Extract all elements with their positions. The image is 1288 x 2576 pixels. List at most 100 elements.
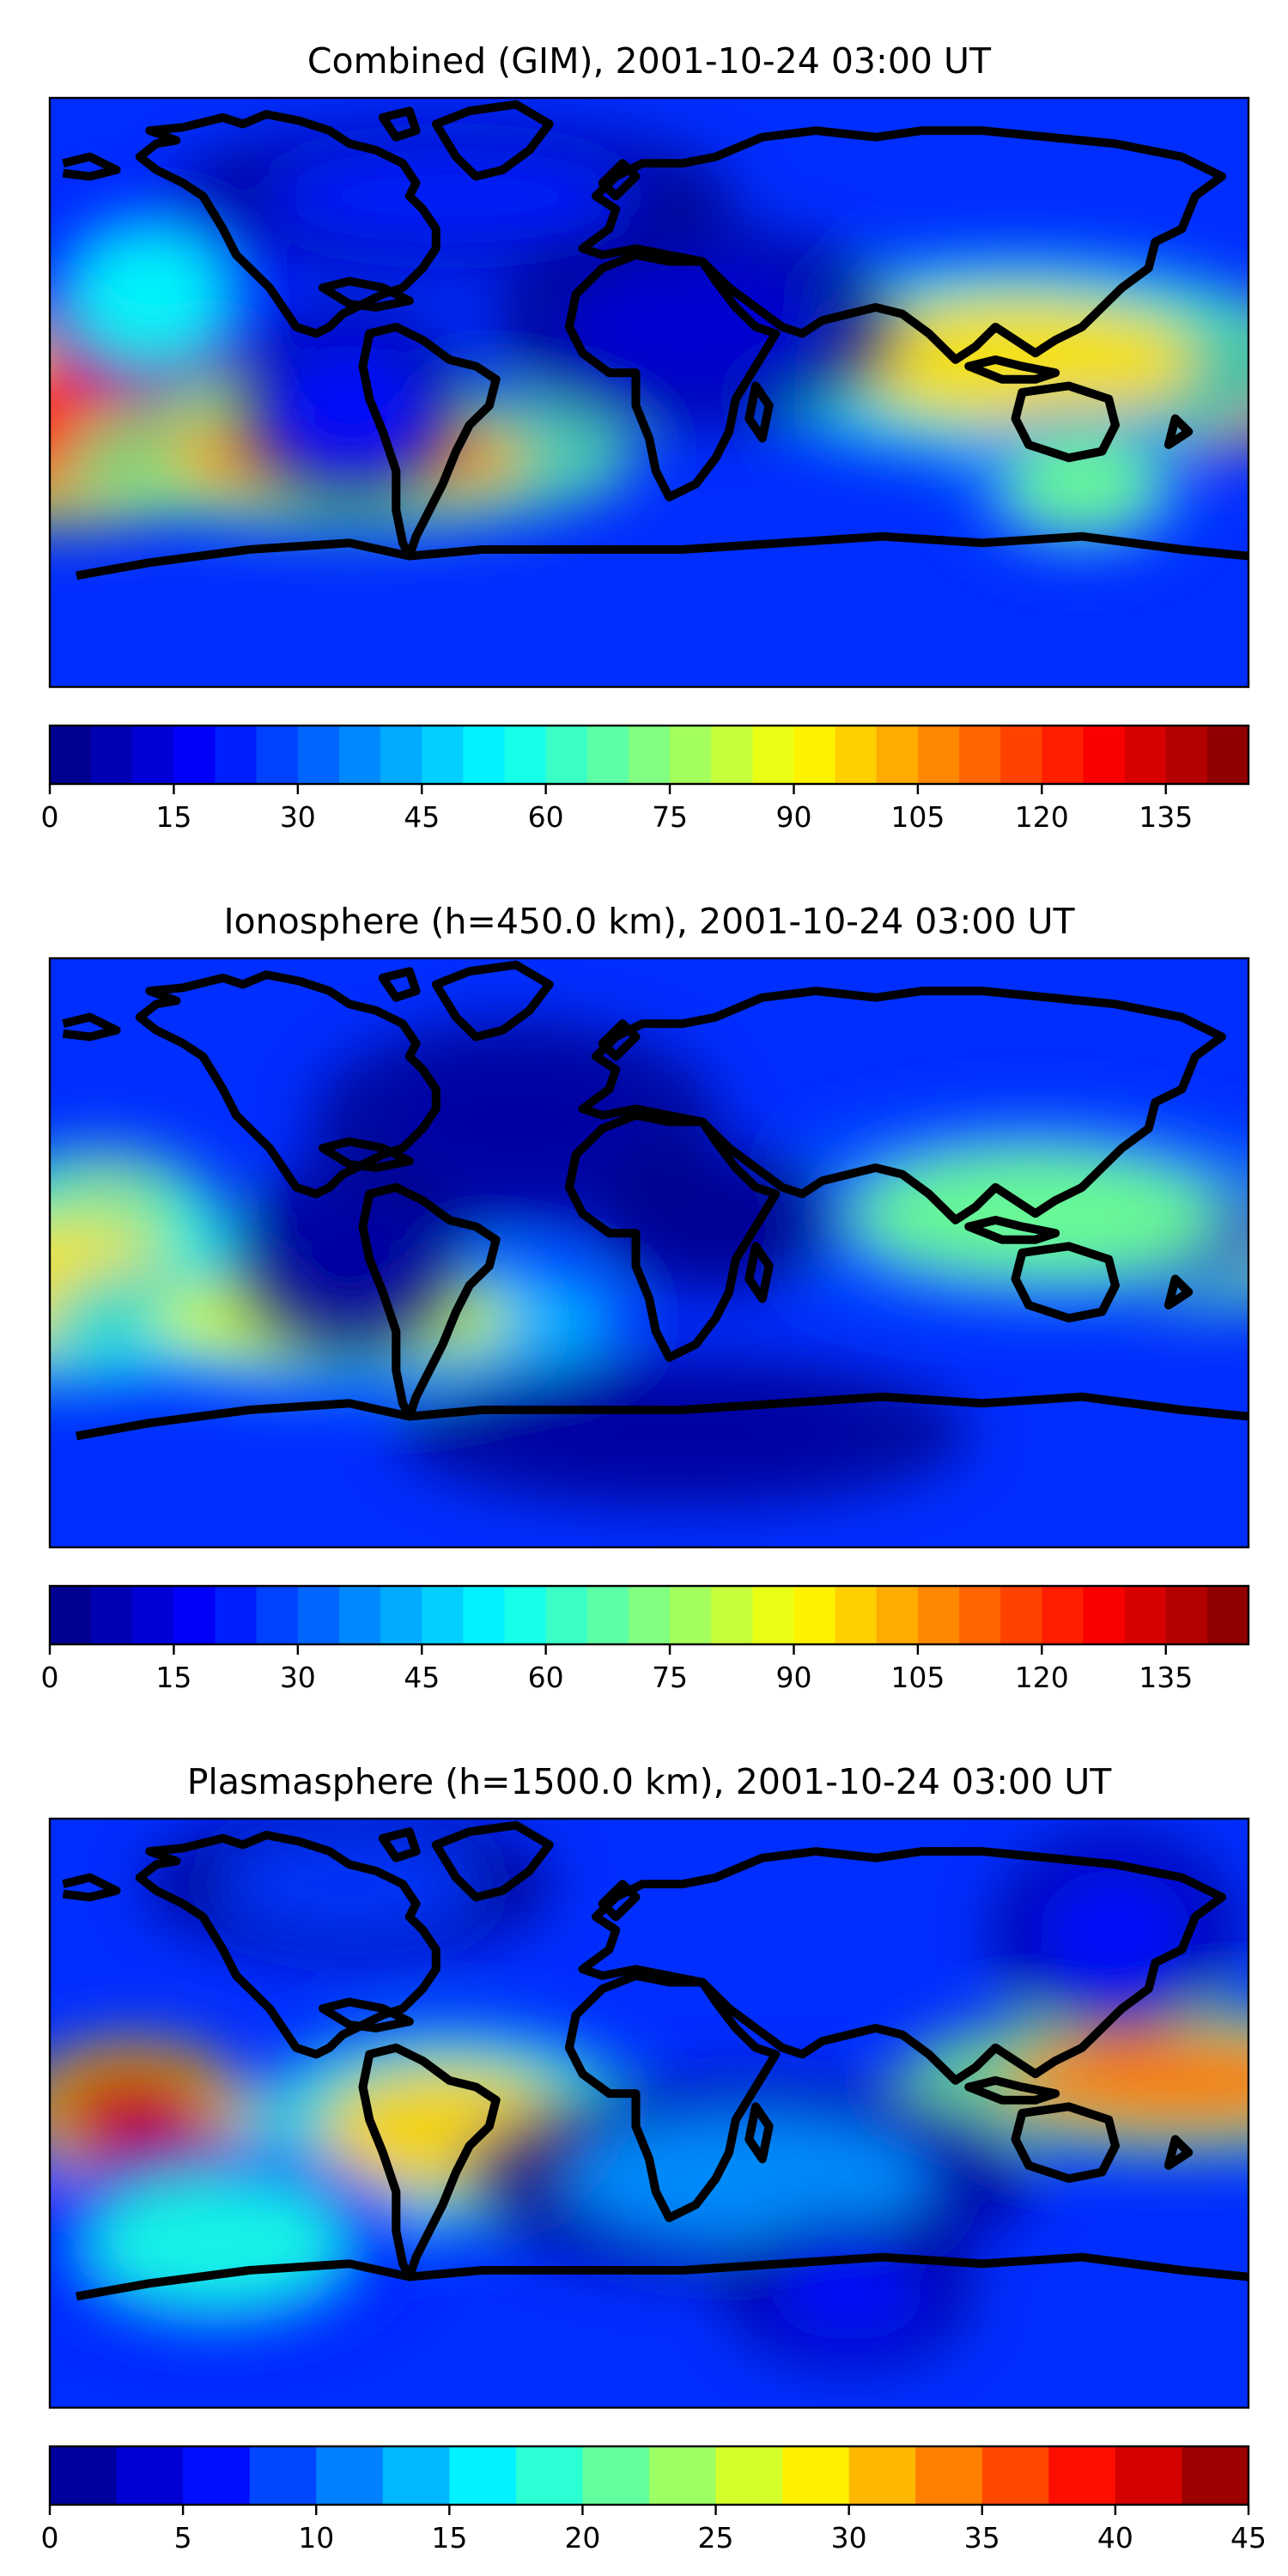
colorbar-segment xyxy=(316,2446,384,2505)
colorbar-tick-label: 45 xyxy=(1230,2521,1267,2555)
map-panel-ionosphere xyxy=(50,958,1249,1547)
colorbar-segment xyxy=(670,726,712,784)
heatmap-blob xyxy=(1005,436,1160,532)
colorbar-segment xyxy=(338,1586,381,1644)
colorbar-tick-label: 20 xyxy=(564,2521,600,2555)
colorbar-segment xyxy=(132,1586,175,1644)
colorbar-segment xyxy=(1165,1586,1208,1644)
colorbar-segment xyxy=(586,726,629,784)
colorbar-segment xyxy=(545,1586,588,1644)
colorbar-tick-label: 105 xyxy=(890,800,945,834)
colorbar-frame xyxy=(48,2445,1250,2506)
colorbar-segment xyxy=(215,1586,258,1644)
colorbar-segment xyxy=(848,2446,916,2505)
colorbar-segment xyxy=(959,1586,1001,1644)
colorbar-segment xyxy=(628,1586,671,1644)
map-frame xyxy=(48,96,1250,689)
colorbar-segment xyxy=(915,2446,983,2505)
panel-title-ionosphere: Ionosphere (h=450.0 km), 2001-10-24 03:0… xyxy=(223,901,1075,942)
colorbar-segment xyxy=(50,2446,118,2505)
heatmap-field xyxy=(50,1819,1249,2408)
colorbar-segment xyxy=(449,2446,517,2505)
map-panel-combined xyxy=(50,98,1249,687)
coastlines xyxy=(62,960,1249,1441)
colorbar-segment xyxy=(132,726,175,784)
colorbar-segment xyxy=(183,2446,251,2505)
colorbar-segment xyxy=(959,726,1001,784)
colorbar-segment xyxy=(793,1586,836,1644)
colorbar-tick-label: 15 xyxy=(155,1661,191,1694)
colorbar-segment xyxy=(173,726,216,784)
colorbar-segment xyxy=(649,2446,717,2505)
colorbar-segment xyxy=(380,726,422,784)
colorbar-segment xyxy=(582,2446,650,2505)
heatmap-blob xyxy=(55,2066,210,2160)
colorbar-segment xyxy=(1124,1586,1167,1644)
colorbar-tick-label: 40 xyxy=(1097,2521,1133,2555)
map-frame xyxy=(48,957,1250,1549)
colorbar-tick-label: 15 xyxy=(155,800,191,834)
colorbar-segment xyxy=(1042,726,1084,784)
colorbar-segment xyxy=(1182,2446,1249,2505)
colorbar-tick-label: 0 xyxy=(41,2521,59,2555)
colorbar-segment xyxy=(422,726,464,784)
colorbar-tick-label: 120 xyxy=(1015,1661,1069,1694)
colorbar-tick-label: 35 xyxy=(964,2521,1000,2555)
colorbar-segment xyxy=(628,726,671,784)
heatmap-blob xyxy=(87,2179,345,2309)
colorbar-segment xyxy=(876,1586,919,1644)
colorbar-segment xyxy=(835,726,878,784)
colorbar-segment xyxy=(752,1586,795,1644)
colorbar-tick-label: 135 xyxy=(1139,800,1193,834)
colorbar-tick-label: 5 xyxy=(174,2521,192,2555)
heatmap-blob xyxy=(272,1198,427,1327)
colorbar-tick-label: 60 xyxy=(528,1661,564,1694)
colorbar-segment xyxy=(173,1586,216,1644)
colorbar-segment xyxy=(1206,1586,1249,1644)
colorbar-segment xyxy=(504,1586,547,1644)
colorbar-tick-label: 30 xyxy=(831,2521,867,2555)
colorbar-tick-label: 60 xyxy=(528,800,564,834)
colorbar-segment xyxy=(981,2446,1049,2505)
colorbar-segment xyxy=(1165,726,1208,784)
colorbar-segment xyxy=(515,2446,584,2505)
colorbar-tick-label: 10 xyxy=(298,2521,334,2555)
colorbar-tick-label: 30 xyxy=(280,800,316,834)
colorbar-tick-label: 0 xyxy=(41,800,59,834)
colorbar-segment xyxy=(1000,726,1042,784)
colorbar-segment xyxy=(256,1586,299,1644)
colorbar-tick-label: 15 xyxy=(431,2521,467,2555)
colorbar-segment xyxy=(256,726,299,784)
colorbar-tick-label: 30 xyxy=(280,1661,316,1694)
colorbar-tick-label: 45 xyxy=(404,1661,440,1694)
colorbar-segment xyxy=(876,726,919,784)
colorbar-segment xyxy=(752,726,795,784)
colorbar-tick-label: 75 xyxy=(652,800,688,834)
colorbar-tick-label: 90 xyxy=(775,1661,811,1694)
colorbar-segment xyxy=(670,1586,712,1644)
colorbar-segment xyxy=(338,726,381,784)
colorbar-segment xyxy=(917,726,960,784)
heatmap-blob xyxy=(269,149,630,244)
heatmap-blob xyxy=(1037,1868,1193,1998)
colorbar-segment xyxy=(1124,726,1167,784)
heatmap-field xyxy=(50,98,1249,687)
colorbar: 0 15 30 45 60 75 90 105 120 135 xyxy=(41,1584,1250,1694)
panel-title-combined: Combined (GIM), 2001-10-24 03:00 UT xyxy=(307,40,992,82)
colorbar-segment xyxy=(382,2446,450,2505)
colorbar-segment xyxy=(504,726,547,784)
colorbar-segment xyxy=(297,1586,340,1644)
colorbar-segment xyxy=(545,726,588,784)
colorbar-segment xyxy=(1048,2446,1116,2505)
map-frame xyxy=(48,1817,1250,2409)
coastlines xyxy=(62,1820,1249,2301)
colorbar-tick-label: 0 xyxy=(41,1661,59,1694)
colorbar-frame xyxy=(48,724,1250,786)
colorbar-segment xyxy=(782,2446,850,2505)
panel-title-plasmasphere: Plasmasphere (h=1500.0 km), 2001-10-24 0… xyxy=(187,1761,1113,1802)
colorbar-segment xyxy=(91,726,133,784)
heatmap-blob xyxy=(72,229,228,359)
heatmap-blob xyxy=(771,2245,927,2341)
colorbar-tick-label: 90 xyxy=(775,800,811,834)
